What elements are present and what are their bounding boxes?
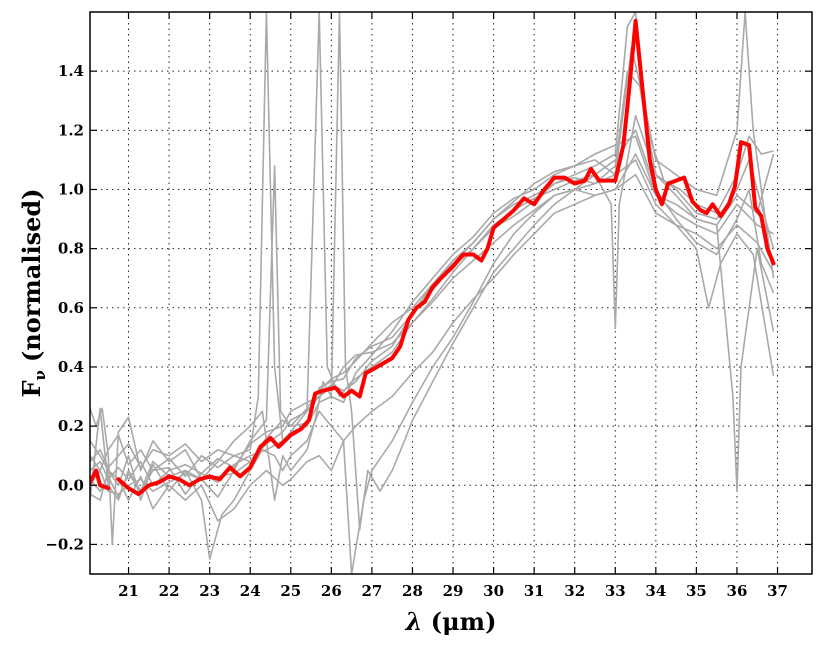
y-tick-label: 0.8 xyxy=(58,240,84,258)
x-axis-label: λ (μm) xyxy=(405,607,497,636)
x-tick-label: 22 xyxy=(159,582,180,600)
y-axis-subscript: ν xyxy=(31,370,49,380)
spectrum-line-5 xyxy=(90,12,775,546)
axis-ticks xyxy=(90,12,812,574)
y-tick-label: 0.0 xyxy=(58,476,84,494)
x-tick-label: 34 xyxy=(645,582,666,600)
x-axis-symbol: λ xyxy=(405,607,423,636)
spectrum-line-1 xyxy=(90,12,774,501)
y-tick-label: 0.6 xyxy=(58,299,84,317)
spectrum-line-2 xyxy=(90,12,775,492)
x-tick-label: 37 xyxy=(767,582,788,600)
y-axis-rest: (normalised) xyxy=(17,188,46,362)
spectrum-line-9 xyxy=(90,135,775,469)
x-tick-label: 29 xyxy=(443,582,464,600)
x-tick-label: 31 xyxy=(524,582,545,600)
y-tick-label: 1.2 xyxy=(58,121,84,139)
y-axis-label: Fν (normalised) xyxy=(17,188,49,397)
x-tick-label: 35 xyxy=(686,582,707,600)
spectrum-line-6 xyxy=(90,173,775,522)
x-tick-label: 32 xyxy=(564,582,585,600)
individual-spectra xyxy=(90,12,775,574)
spectrum-line-7 xyxy=(90,153,774,487)
x-tick-label: 27 xyxy=(361,582,382,600)
spectrum-line-8 xyxy=(90,12,775,498)
y-tick-label: 1.0 xyxy=(58,180,84,198)
mean-spectrum xyxy=(90,18,776,497)
y-tick-label: −0.2 xyxy=(45,535,84,553)
y-tick-label: 1.4 xyxy=(58,62,84,80)
x-tick-label: 30 xyxy=(483,582,504,600)
y-tick-label: 0.4 xyxy=(58,358,84,376)
y-tick-label: 0.2 xyxy=(58,417,84,435)
x-axis-unit: (μm) xyxy=(431,607,497,636)
x-tick-labels: 21 22 23 24 25 26 27 28 29 30 31 32 33 34 35 36 37 xyxy=(118,582,788,600)
y-axis-main: F xyxy=(17,380,46,397)
x-tick-label: 23 xyxy=(199,582,220,600)
x-tick-label: 36 xyxy=(727,582,748,600)
grid-lines xyxy=(90,12,812,574)
plot-frame xyxy=(89,11,813,575)
x-tick-label: 24 xyxy=(240,582,261,600)
spectrum-line-4 xyxy=(90,70,775,495)
x-tick-label: 28 xyxy=(402,582,423,600)
x-tick-label: 25 xyxy=(280,582,301,600)
x-tick-label: 21 xyxy=(118,582,139,600)
y-tick-labels: −0.2 0.0 0.2 0.4 0.6 0.8 1.0 1.2 1.4 xyxy=(45,62,84,553)
x-tick-label: 26 xyxy=(321,582,342,600)
mean-line-segment-2 xyxy=(116,18,776,497)
mean-line-segment-1 xyxy=(90,468,111,491)
x-tick-label: 33 xyxy=(605,582,626,600)
